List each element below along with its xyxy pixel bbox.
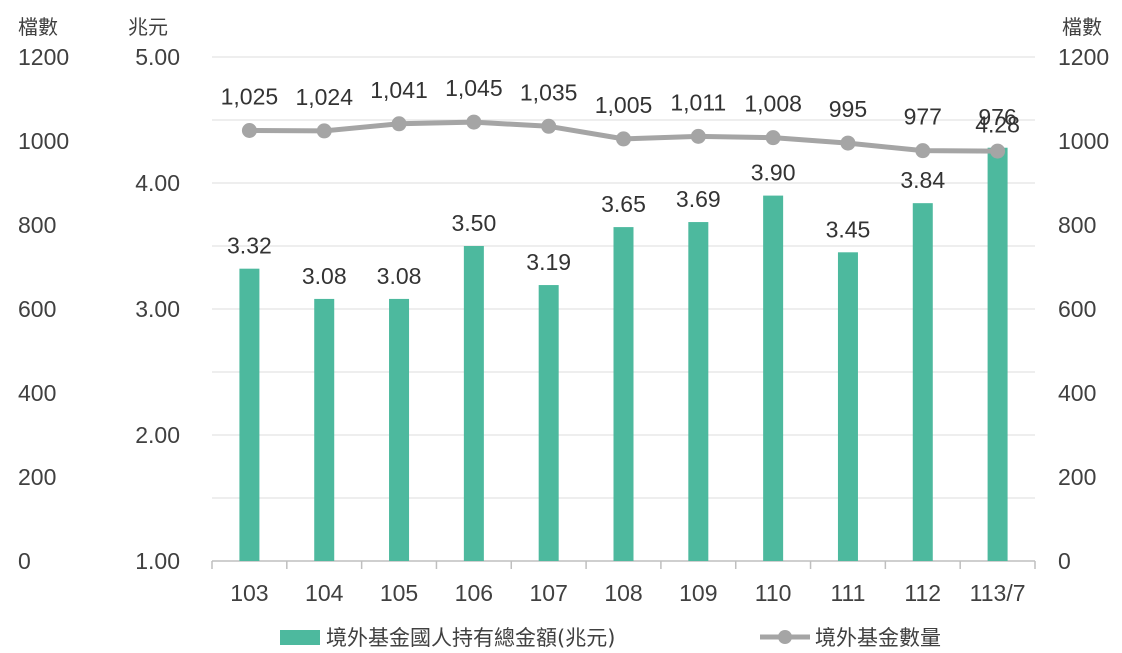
right-axis-tick: 800 xyxy=(1058,212,1096,238)
bar-label: 3.19 xyxy=(526,249,571,275)
left-axis-tick: 400 xyxy=(18,380,56,406)
line-label: 1,024 xyxy=(295,84,353,110)
left-axis-tick: 1000 xyxy=(18,128,69,154)
line-data-labels: 1,025 1,024 1,041 1,045 1,035 1,005 1,011 1,008… xyxy=(221,75,1017,130)
bar-label: 4.28 xyxy=(975,112,1020,138)
right-axis-tick: 200 xyxy=(1058,464,1096,490)
line-point-109 xyxy=(690,128,706,144)
line-point-103 xyxy=(241,123,257,138)
right-axis-tick: 0 xyxy=(1058,548,1071,574)
x-axis-label: 112 xyxy=(904,580,941,606)
left-axis-tick: 200 xyxy=(18,464,56,490)
line-point-104 xyxy=(316,123,332,139)
right-axis-tick: 1000 xyxy=(1058,128,1109,154)
middle-axis-unit: 兆元 xyxy=(128,15,168,39)
x-axis-label: 104 xyxy=(305,580,344,606)
x-axis-ticks xyxy=(211,561,1036,569)
line-point-108 xyxy=(616,131,631,147)
bar-label: 3.84 xyxy=(900,167,945,193)
x-axis-label: 107 xyxy=(529,580,567,606)
left-axis-tick: 800 xyxy=(18,212,56,238)
legend-bar-label: 境外基金國人持有總金額(兆元) xyxy=(326,626,615,650)
left-axis-tick: 0 xyxy=(18,548,31,574)
line-point-110 xyxy=(765,130,781,146)
right-axis-tick: 400 xyxy=(1058,380,1096,406)
bar-104 xyxy=(314,298,335,561)
x-axis-label: 110 xyxy=(755,580,792,606)
bar-data-labels: 3.32 3.08 3.08 3.50 3.19 3.65 3.69 3.90 3.45 3.84… xyxy=(227,112,1020,289)
line-series xyxy=(241,114,1006,159)
bar-105 xyxy=(389,298,410,561)
bar-108 xyxy=(613,227,634,561)
x-axis-label: 109 xyxy=(679,580,717,606)
middle-axis-tick: 1.00 xyxy=(135,548,180,574)
line-label: 1,035 xyxy=(520,79,578,105)
line-label: 977 xyxy=(904,104,942,130)
left-axis-tick: 1200 xyxy=(18,44,69,70)
x-axis-label: 105 xyxy=(380,580,418,606)
line-point-112 xyxy=(915,143,931,159)
bar-label: 3.45 xyxy=(826,216,871,242)
line-point-113/7 xyxy=(990,143,1006,159)
x-axis-label: 106 xyxy=(455,580,493,606)
line-point-107 xyxy=(541,118,557,134)
middle-axis-tick: 4.00 xyxy=(135,170,180,196)
x-axis-label: 108 xyxy=(604,580,642,606)
line-point-105 xyxy=(391,116,407,132)
line-point-111 xyxy=(840,135,856,151)
bar-111 xyxy=(837,252,858,562)
right-axis-tick: 600 xyxy=(1058,296,1096,322)
bar-label: 3.69 xyxy=(676,186,721,212)
bar-107 xyxy=(538,285,559,561)
bar-106 xyxy=(463,246,484,561)
left-axis: 檔數 1200 1000 800 600 400 200 0 xyxy=(18,15,69,574)
middle-axis-tick: 2.00 xyxy=(135,422,180,448)
legend-bar-swatch xyxy=(280,630,320,645)
line-label: 1,011 xyxy=(670,89,726,115)
bar-label: 3.08 xyxy=(302,263,347,289)
right-axis: 檔數 1200 1000 800 600 400 200 0 xyxy=(1058,15,1109,574)
x-axis-label: 111 xyxy=(830,580,865,606)
line-label: 976 xyxy=(978,104,1016,130)
line-label: 1,025 xyxy=(221,84,279,110)
bar-label: 3.65 xyxy=(601,191,646,217)
bar-label: 3.08 xyxy=(377,263,422,289)
line-label: 1,045 xyxy=(445,75,503,101)
bar-110 xyxy=(763,195,784,561)
x-axis-label: 103 xyxy=(230,580,268,606)
left-axis-tick: 600 xyxy=(18,296,56,322)
legend: 境外基金國人持有總金額(兆元) 境外基金數量 xyxy=(280,626,941,650)
bar-103 xyxy=(239,268,260,561)
bar-112 xyxy=(912,203,933,561)
line-label: 1,005 xyxy=(595,92,653,118)
right-axis-tick: 1200 xyxy=(1058,44,1109,70)
legend-line-label: 境外基金數量 xyxy=(815,626,941,650)
bar-109 xyxy=(688,222,709,561)
line-point-106 xyxy=(466,114,482,130)
bar-series xyxy=(239,147,1008,562)
x-axis-label: 113/7 xyxy=(970,580,1026,606)
line-label: 1,008 xyxy=(744,91,802,117)
bar-label: 3.32 xyxy=(227,233,272,259)
right-axis-unit: 檔數 xyxy=(1062,15,1102,39)
bar-label: 3.90 xyxy=(751,160,796,186)
line-label: 995 xyxy=(829,96,867,122)
line-label: 1,041 xyxy=(370,77,428,103)
middle-axis-tick: 3.00 xyxy=(135,296,180,322)
middle-axis: 兆元 5.00 4.00 3.00 2.00 1.00 xyxy=(128,15,180,574)
legend-line-marker xyxy=(778,630,792,644)
middle-axis-tick: 5.00 xyxy=(135,44,180,70)
bar-label: 3.50 xyxy=(451,210,496,236)
left-axis-unit: 檔數 xyxy=(18,15,58,39)
x-axis-labels: 103 104 105 106 107 108 109 110 111 112 113/7 xyxy=(230,580,1025,606)
bar-113/7 xyxy=(987,147,1008,561)
